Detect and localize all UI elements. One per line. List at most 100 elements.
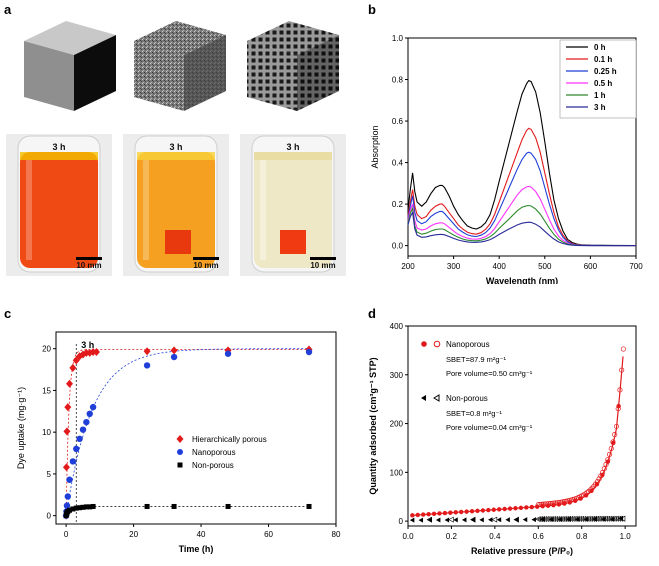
scale-label-3: 10 mm [310, 261, 336, 270]
data-point-nonporous [144, 503, 150, 509]
panel-label-c: c [4, 306, 12, 321]
cube-nanoporous [134, 21, 226, 111]
x-tick-label: 0.4 [489, 532, 501, 541]
data-point-nonporous [409, 517, 415, 523]
data-point-nanoporous-desorption [586, 488, 592, 494]
data-point-hierarchical [63, 427, 71, 436]
series-line-3-h [407, 210, 636, 247]
data-point-hierarchical [79, 350, 87, 359]
panel-label-d: d [368, 306, 376, 321]
data-point-nanoporous [459, 509, 464, 515]
data-point-nanoporous [143, 362, 151, 369]
x-tick-label: 200 [401, 262, 415, 271]
y-tick-label: 0.0 [392, 242, 404, 251]
data-point-nanoporous-desorption [537, 501, 543, 508]
data-point-nonporous [80, 504, 86, 510]
data-point-nanoporous [507, 506, 513, 511]
y-tick-label: 10 [42, 428, 51, 437]
data-point-nonporous-desorption [426, 516, 433, 523]
data-point-nanoporous [524, 505, 529, 510]
data-point-nonporous [418, 517, 424, 523]
x-tick-label: 400 [493, 262, 507, 271]
legend-marker-nanoporous-ads [421, 341, 427, 347]
data-point-nanoporous-desorption [558, 499, 564, 505]
data-point-nanoporous-desorption [546, 501, 552, 507]
legend-label: 0 h [594, 43, 606, 52]
data-point-nonporous [444, 517, 450, 523]
annotation-3h: 3 h [81, 340, 94, 350]
cube-hier-top [247, 21, 339, 55]
legend-box [559, 39, 637, 119]
x-tick-label: 40 [197, 530, 206, 539]
x-axis-label: Relative pressure (P/P₀) [471, 546, 573, 556]
cube-solid-right [74, 35, 116, 111]
x-tick-label: 0.2 [446, 532, 458, 541]
legend-marker [176, 435, 184, 443]
y-axis-label: Absorption [370, 125, 380, 168]
data-point-nanoporous [415, 512, 420, 518]
stat-pore-volume-nanoporous: Pore volume=0.50 cm³g⁻¹ [446, 369, 533, 378]
y-tick-label: 0.8 [392, 76, 404, 85]
data-point-nonporous-desorption [619, 515, 626, 522]
data-point-nanoporous-desorption [617, 387, 623, 393]
x-tick-label: 60 [264, 530, 273, 539]
series-line-0-h [407, 79, 637, 247]
data-point-nanoporous-desorption [553, 500, 559, 506]
y-tick-label: 0.4 [392, 159, 404, 168]
data-point-nanoporous [491, 507, 496, 512]
series-line-0-5-h [407, 185, 636, 247]
x-tick-label: 600 [584, 262, 598, 271]
data-point-nanoporous-desorption [610, 439, 616, 445]
data-point-nanoporous-desorption [620, 346, 626, 352]
legend-label-nonporous: Non-porous [446, 394, 488, 403]
data-point-nanoporous [69, 458, 77, 465]
data-point-nanoporous [86, 410, 93, 418]
data-point-nonporous [77, 505, 83, 511]
y-tick-label: 0.6 [392, 117, 404, 126]
stat-pore-volume-nonporous: Pore volume=0.04 cm³g⁻¹ [446, 423, 533, 432]
data-point-nanoporous [448, 510, 453, 515]
chart-adsorption-isotherm: 0.0 0.2 0.4 0.6 0.8 1.0 0 100 200 300 400 Relative … [368, 322, 637, 556]
data-point-nanoporous [529, 504, 534, 510]
photo-vial-3: 3 h 10 mm [240, 134, 346, 276]
data-point-nanoporous-desorption [612, 432, 618, 438]
data-point-hierarchical [69, 363, 77, 372]
x-tick-label: 0 [64, 530, 69, 539]
y-tick-label: 0.2 [392, 200, 404, 209]
series-line-1-h [407, 204, 636, 247]
photo-vial-2: 3 h 10 mm [123, 134, 229, 276]
data-point-nanoporous-desorption [605, 457, 611, 463]
y-tick-label: 0 [399, 517, 404, 526]
y-tick-label: 100 [390, 468, 404, 477]
data-point-hierarchical [64, 403, 72, 412]
legend-label: Nanoporous [192, 448, 236, 457]
y-tick-label: 20 [42, 345, 51, 354]
data-point-nanoporous [170, 353, 178, 361]
data-point-nanoporous-desorption [606, 451, 613, 457]
series-line-0-25-h [407, 151, 636, 247]
data-point-nanoporous [79, 426, 87, 433]
data-point-nonporous [306, 503, 312, 509]
data-point-nanoporous [497, 507, 502, 512]
plot-frame [407, 37, 637, 257]
data-point-nanoporous [421, 512, 426, 517]
data-point-nanoporous [224, 350, 232, 357]
data-point-nanoporous [518, 505, 524, 511]
legend-marker [177, 449, 183, 455]
data-point-nanoporous-desorption [549, 500, 555, 506]
x-tick-label: 300 [447, 262, 461, 271]
fit-curve [65, 506, 309, 516]
data-point-nonporous [90, 503, 96, 509]
data-point-nanoporous-desorption [554, 500, 560, 506]
scale-bar-3: 10 mm [310, 257, 336, 270]
data-point-nanoporous-desorption [535, 502, 541, 508]
data-point-nanoporous-desorption [551, 500, 557, 506]
panel-label-b: b [368, 2, 376, 17]
data-point-nanoporous [437, 511, 442, 516]
data-point-hierarchical [72, 356, 80, 365]
data-point-nonporous [531, 517, 536, 523]
data-point-nanoporous [66, 476, 73, 483]
data-point-nonporous [522, 517, 528, 523]
panel-label-a: a [4, 2, 12, 17]
data-point-nanoporous [89, 403, 97, 411]
